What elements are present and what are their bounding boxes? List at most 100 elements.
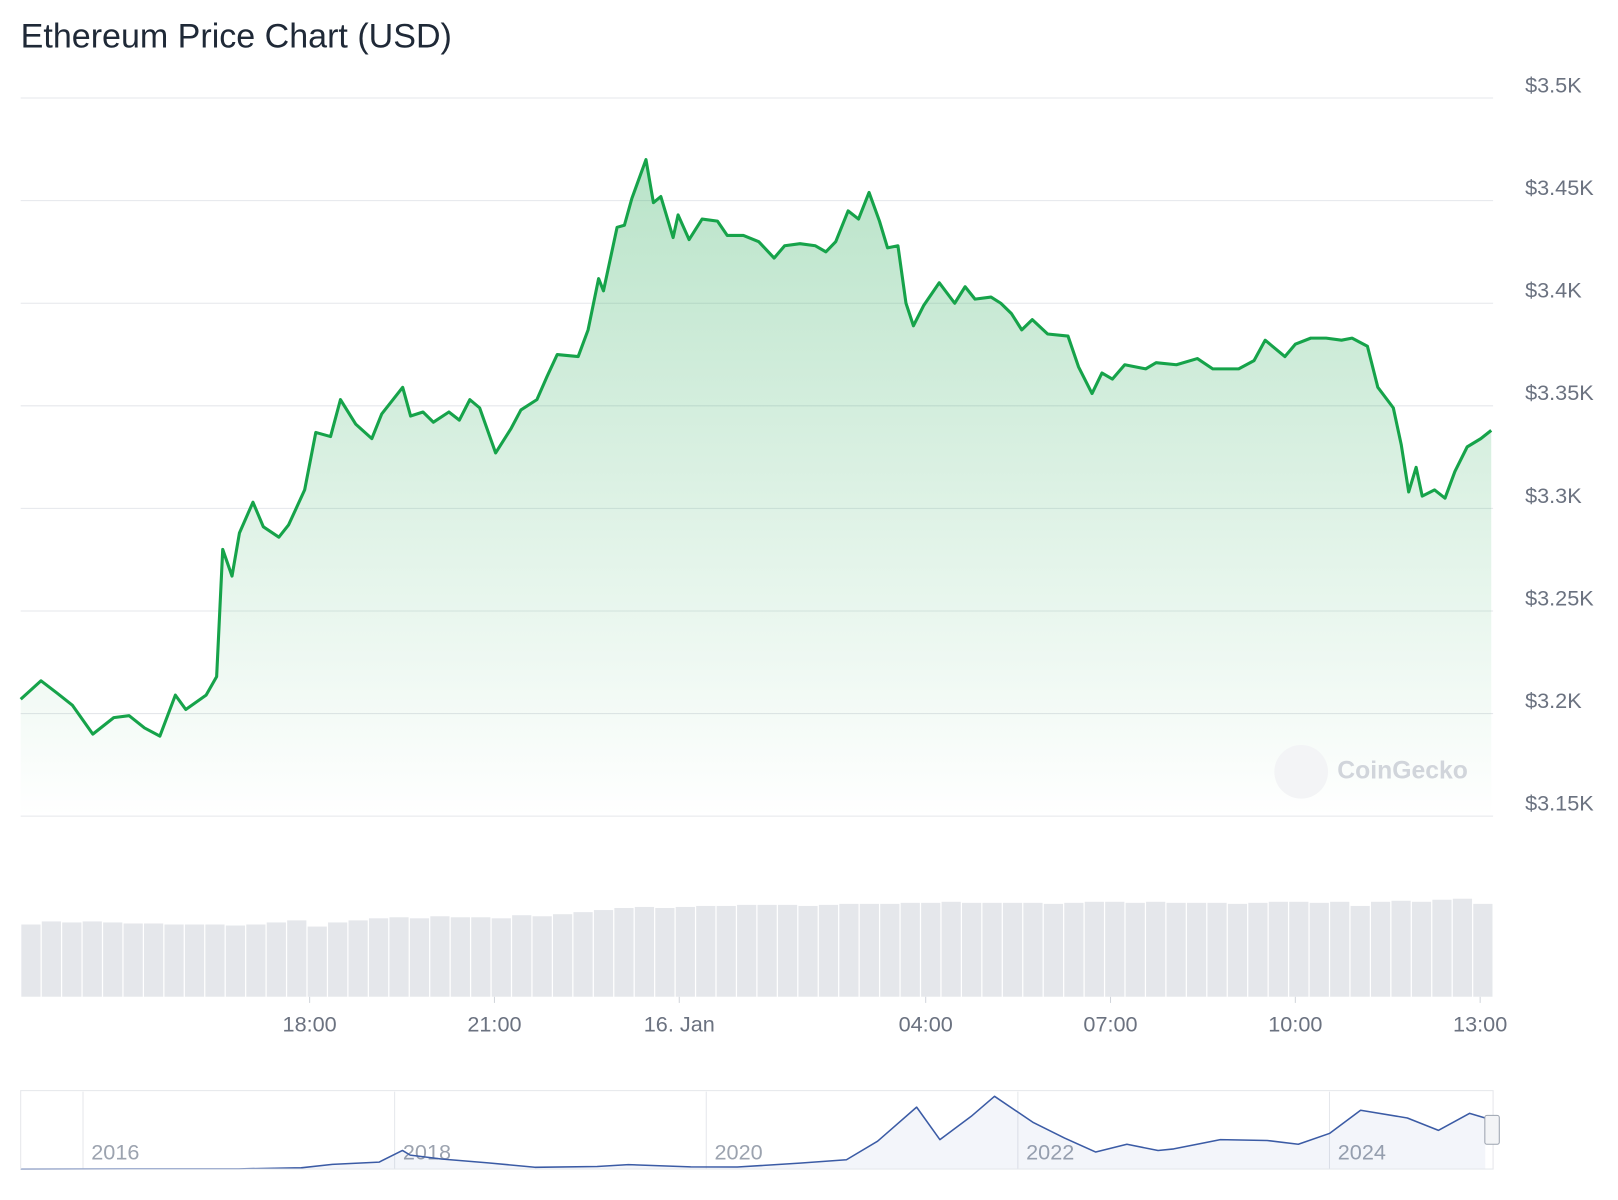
volume-bar xyxy=(900,902,920,997)
volume-bar xyxy=(716,905,736,997)
volume-bar xyxy=(430,916,450,997)
x-tick-label: 13:00 xyxy=(1453,1011,1507,1036)
y-tick-label: $3.3K xyxy=(1525,483,1582,508)
volume-bar xyxy=(1105,901,1125,997)
volume-bar xyxy=(1166,902,1186,997)
volume-bar xyxy=(982,902,1002,997)
volume-bar xyxy=(1043,903,1064,997)
volume-bar xyxy=(491,918,511,997)
volume-bar xyxy=(123,923,143,997)
y-tick-label: $3.2K xyxy=(1525,688,1582,713)
x-tick-label: 10:00 xyxy=(1268,1011,1322,1036)
navigator-tick-label: 2022 xyxy=(1026,1139,1074,1164)
volume-bar xyxy=(450,917,470,997)
volume-bar xyxy=(1330,901,1350,997)
volume-bar xyxy=(1227,903,1248,997)
volume-bar xyxy=(1023,902,1043,997)
volume-bar xyxy=(512,915,532,997)
volume-bar xyxy=(1309,902,1329,997)
volume-bar xyxy=(1002,902,1023,997)
volume-bar xyxy=(103,922,123,997)
volume-bar xyxy=(471,917,491,997)
volume-bar xyxy=(225,925,246,997)
volume-bar xyxy=(1473,903,1493,997)
volume-bar xyxy=(921,902,941,997)
volume-bar xyxy=(1248,902,1268,997)
volume-bar xyxy=(593,910,614,997)
navigator-tick-label: 2018 xyxy=(403,1139,451,1164)
volume-bar xyxy=(614,907,634,997)
navigator-line xyxy=(20,1095,1486,1170)
x-tick-label: 18:00 xyxy=(283,1011,337,1036)
volume-bar xyxy=(655,907,675,997)
y-tick-label: $3.45K xyxy=(1525,175,1594,200)
chart-title: Ethereum Price Chart (USD) xyxy=(21,17,452,55)
y-tick-label: $3.35K xyxy=(1525,380,1594,405)
volume-bar xyxy=(1268,901,1288,997)
volume-bar xyxy=(266,922,286,997)
navigator-handle[interactable] xyxy=(1484,1114,1500,1145)
volume-bar xyxy=(798,905,818,997)
volume-bar xyxy=(1289,901,1309,997)
price-area xyxy=(20,159,1492,817)
volume-bar xyxy=(839,903,859,997)
volume-bar xyxy=(287,920,307,997)
navigator-tick-label: 2016 xyxy=(91,1139,139,1164)
volume-bar xyxy=(184,924,205,997)
volume-bar xyxy=(1207,902,1227,997)
x-tick-label: 21:00 xyxy=(467,1011,521,1036)
volume-bar xyxy=(1452,898,1473,997)
y-tick-label: $3.5K xyxy=(1525,72,1582,97)
watermark-logo xyxy=(1274,744,1329,799)
volume-bar xyxy=(696,905,716,997)
volume-bar xyxy=(144,923,164,997)
volume-bar xyxy=(777,904,798,997)
volume-bar xyxy=(757,904,777,997)
volume-bar xyxy=(1411,901,1432,997)
y-tick-label: $3.4K xyxy=(1525,278,1582,303)
volume-bar xyxy=(962,902,982,997)
x-tick-label: 16. Jan xyxy=(644,1011,715,1036)
volume-bar xyxy=(205,924,225,997)
y-tick-label: $3.25K xyxy=(1525,585,1594,610)
volume-bar xyxy=(1064,902,1084,997)
volume-bar xyxy=(941,901,961,997)
volume-bar xyxy=(307,926,327,997)
y-tick-label: $3.15K xyxy=(1525,791,1594,816)
x-tick-label: 04:00 xyxy=(899,1011,953,1036)
volume-bar xyxy=(41,921,61,997)
volume-bar xyxy=(368,918,389,997)
volume-bar xyxy=(573,912,593,997)
navigator-tick-label: 2024 xyxy=(1338,1139,1386,1164)
volume-bar xyxy=(737,904,757,997)
volume-bar xyxy=(21,924,41,997)
volume-bar xyxy=(818,904,839,997)
volume-bar xyxy=(164,924,184,997)
volume-bar xyxy=(62,922,82,997)
volume-bar xyxy=(1125,902,1145,997)
volume-bar xyxy=(532,916,552,997)
navigator-area xyxy=(20,1096,1486,1170)
volume-bar xyxy=(409,918,430,997)
volume-bar xyxy=(1432,899,1452,997)
volume-bar xyxy=(389,917,409,997)
watermark: CoinGecko xyxy=(1274,744,1468,799)
volume-bar xyxy=(553,914,573,997)
price-line xyxy=(19,158,1493,738)
volume-bar xyxy=(1186,902,1207,997)
x-tick-label: 07:00 xyxy=(1083,1011,1137,1036)
volume-bar xyxy=(1391,900,1411,997)
volume-bar xyxy=(246,924,266,997)
volume-bar xyxy=(1084,901,1104,997)
navigator-tick-label: 2020 xyxy=(715,1139,763,1164)
volume-bar xyxy=(328,922,348,997)
volume-bar xyxy=(1146,901,1166,997)
volume-bar xyxy=(880,903,900,997)
volume-bar xyxy=(1350,905,1370,997)
volume-bar xyxy=(859,903,879,997)
volume-bar xyxy=(82,921,102,997)
volume-bar xyxy=(348,920,368,997)
volume-bar xyxy=(1371,901,1391,997)
